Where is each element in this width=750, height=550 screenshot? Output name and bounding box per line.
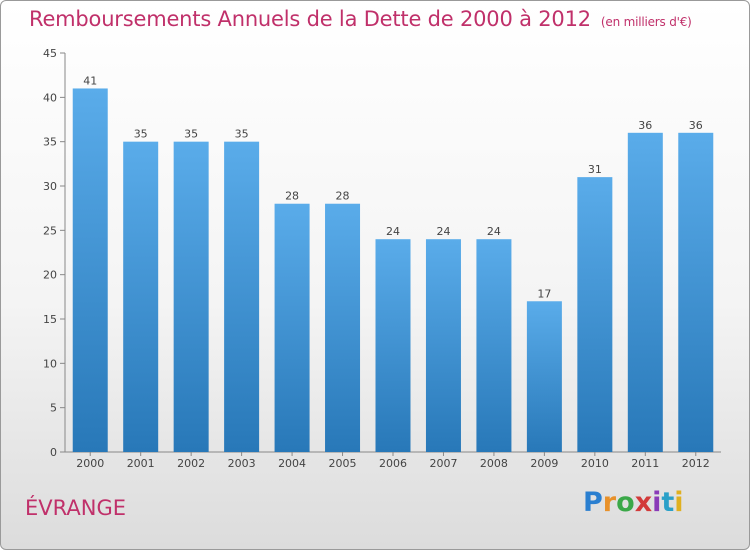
x-tick-label-2010: 2010 <box>581 457 609 470</box>
data-label-2006: 24 <box>386 225 400 238</box>
bar-2008 <box>476 239 512 452</box>
x-tick-label-2006: 2006 <box>379 457 407 470</box>
bar-2002 <box>173 141 209 452</box>
bar-2006 <box>375 239 411 452</box>
x-tick-label-2005: 2005 <box>329 457 357 470</box>
x-tick-label-2002: 2002 <box>177 457 205 470</box>
logo-letter: o <box>616 487 635 518</box>
data-label-2001: 35 <box>134 128 148 141</box>
chart-title-text: Remboursements Annuels de la Dette de 20… <box>29 7 591 31</box>
x-tick-label-2007: 2007 <box>429 457 457 470</box>
x-tick-label-2003: 2003 <box>228 457 256 470</box>
data-label-2011: 36 <box>638 119 652 132</box>
y-tick-label: 30 <box>43 180 57 193</box>
bar-2000 <box>72 88 108 452</box>
data-label-2009: 17 <box>537 287 551 300</box>
x-tick-label-2008: 2008 <box>480 457 508 470</box>
y-tick-label: 0 <box>50 446 57 459</box>
data-label-2007: 24 <box>436 225 450 238</box>
chart-title: Remboursements Annuels de la Dette de 20… <box>29 7 692 31</box>
data-label-2008: 24 <box>487 225 501 238</box>
data-label-2005: 28 <box>336 190 350 203</box>
logo-letter: P <box>583 487 603 518</box>
x-tick-label-2009: 2009 <box>530 457 558 470</box>
logo-letter: x <box>634 487 653 518</box>
logo-letter: t <box>661 487 675 518</box>
bar-2004 <box>274 203 310 452</box>
y-tick-label: 40 <box>43 91 57 104</box>
x-tick-label-2011: 2011 <box>631 457 659 470</box>
data-label-2012: 36 <box>689 119 703 132</box>
chart-subtitle: (en milliers d'€) <box>600 15 692 29</box>
city-name: ÉVRANGE <box>25 496 126 520</box>
y-tick-label: 15 <box>43 313 57 326</box>
logo-letter: i <box>652 487 662 518</box>
bar-2005 <box>325 203 361 452</box>
x-tick-label-2000: 2000 <box>76 457 104 470</box>
data-label-2002: 35 <box>184 128 198 141</box>
y-tick-label: 10 <box>43 357 57 370</box>
x-tick-label-2004: 2004 <box>278 457 306 470</box>
bar-2009 <box>526 301 562 452</box>
y-tick-label: 35 <box>43 136 57 149</box>
bar-2010 <box>577 177 613 452</box>
y-tick-label: 20 <box>43 269 57 282</box>
data-label-2010: 31 <box>588 163 602 176</box>
bar-2001 <box>123 141 159 452</box>
bar-2011 <box>627 132 663 453</box>
x-tick-label-2001: 2001 <box>127 457 155 470</box>
bar-2003 <box>224 141 260 452</box>
data-label-2004: 28 <box>285 190 299 203</box>
y-tick-label: 25 <box>43 224 57 237</box>
y-tick-label: 5 <box>50 402 57 415</box>
y-tick-label: 45 <box>43 47 57 60</box>
logo-letter: r <box>602 487 617 518</box>
data-label-2003: 35 <box>235 128 249 141</box>
proxiti-logo[interactable]: Proxiti <box>583 487 684 518</box>
bar-2007 <box>425 239 461 452</box>
logo-letter: i <box>674 487 684 518</box>
bar-2012 <box>678 132 714 453</box>
x-tick-label-2012: 2012 <box>682 457 710 470</box>
data-label-2000: 41 <box>83 74 97 87</box>
